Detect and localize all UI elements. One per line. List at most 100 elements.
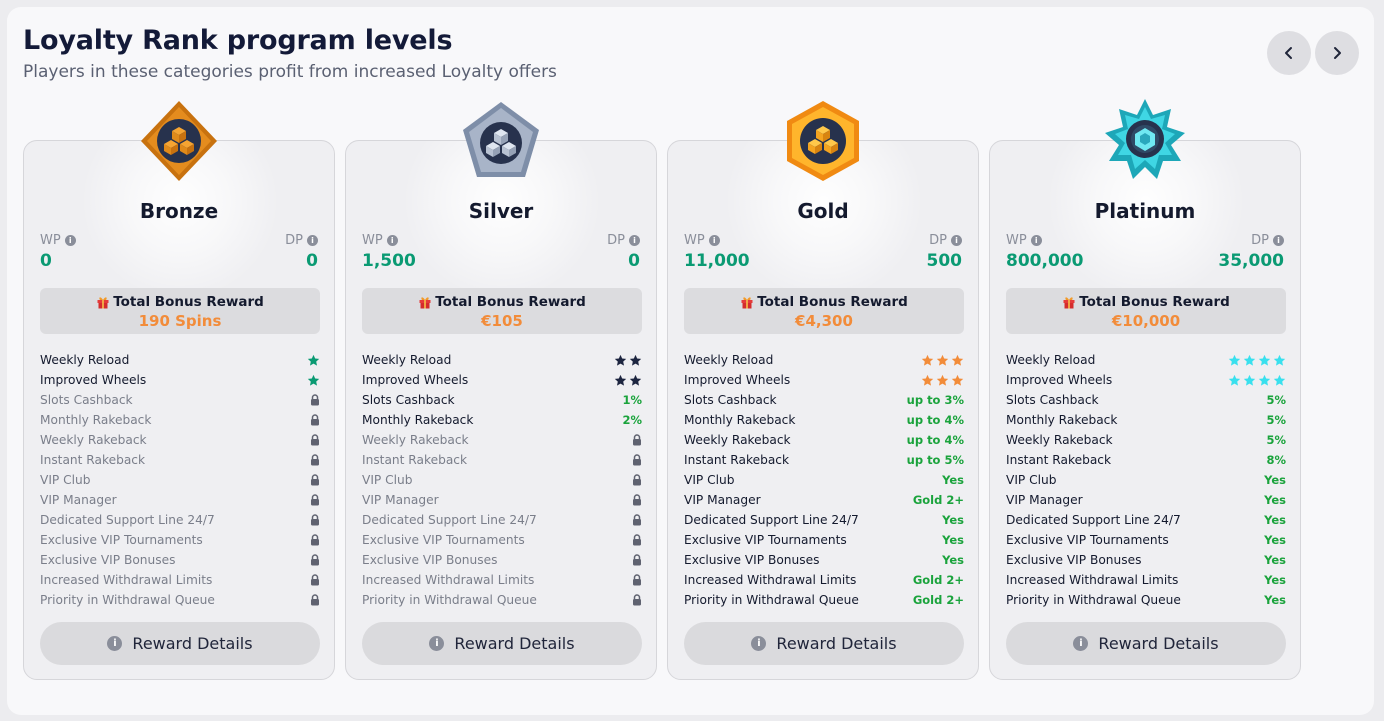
- feature-list: Weekly Reload Improved Wheels Slots Cash…: [684, 350, 964, 610]
- feature-value-cell: Yes: [1264, 513, 1286, 527]
- info-icon[interactable]: i: [1030, 235, 1042, 246]
- feature-row: Monthly Rakeback 5%: [1006, 410, 1286, 430]
- info-icon[interactable]: i: [1273, 235, 1284, 246]
- feature-value-cell: [310, 454, 320, 466]
- feature-row: Slots Cashback: [40, 390, 320, 410]
- feature-value-cell: [310, 434, 320, 446]
- reward-details-button[interactable]: i Reward Details: [40, 622, 320, 665]
- feature-value: 5%: [1266, 433, 1286, 447]
- star-icon: [1228, 354, 1241, 367]
- feature-row: Increased Withdrawal Limits: [362, 570, 642, 590]
- info-icon[interactable]: i: [64, 235, 76, 246]
- feature-row: Increased Withdrawal Limits Gold 2+: [684, 570, 964, 590]
- feature-row: Dedicated Support Line 24/7: [362, 510, 642, 530]
- feature-row: Exclusive VIP Bonuses: [40, 550, 320, 570]
- total-bonus-box: Total Bonus Reward €105: [362, 288, 642, 334]
- feature-value-cell: Gold 2+: [913, 573, 964, 587]
- lock-icon: [310, 554, 320, 566]
- feature-row: VIP Manager: [40, 490, 320, 510]
- feature-value-cell: Yes: [1264, 473, 1286, 487]
- feature-name: Slots Cashback: [1006, 393, 1099, 407]
- info-icon[interactable]: i: [708, 235, 720, 246]
- page-title: Loyalty Rank program levels: [23, 25, 453, 56]
- feature-value-cell: [614, 354, 642, 367]
- lock-icon: [310, 474, 320, 486]
- feature-row: Monthly Rakeback up to 4%: [684, 410, 964, 430]
- feature-value: 5%: [1266, 393, 1286, 407]
- wp-label-text: WP: [684, 233, 705, 248]
- total-bonus-label: Total Bonus Reward: [757, 294, 908, 310]
- feature-name: Exclusive VIP Tournaments: [1006, 533, 1169, 547]
- dp-value: 0: [628, 251, 640, 271]
- reward-details-label: Reward Details: [1098, 634, 1219, 653]
- reward-details-button[interactable]: i Reward Details: [1006, 622, 1286, 665]
- feature-value-cell: Yes: [942, 473, 964, 487]
- reward-details-button[interactable]: i Reward Details: [684, 622, 964, 665]
- feature-value-cell: up to 4%: [907, 413, 964, 427]
- feature-value-cell: [632, 554, 642, 566]
- star-icon: [614, 354, 627, 367]
- feature-value: Yes: [1264, 573, 1286, 587]
- feature-value-cell: 8%: [1266, 453, 1286, 467]
- feature-value-cell: [632, 494, 642, 506]
- feature-row: Increased Withdrawal Limits: [40, 570, 320, 590]
- chevron-right-icon: [1334, 47, 1341, 59]
- feature-value: Yes: [1264, 513, 1286, 527]
- silver-pentagon-badge-icon: [461, 99, 541, 183]
- rank-name: Platinum: [1094, 199, 1196, 223]
- feature-row: VIP Manager: [362, 490, 642, 510]
- feature-value: Yes: [942, 553, 964, 567]
- feature-row: Exclusive VIP Tournaments Yes: [684, 530, 964, 550]
- gift-icon: [1062, 295, 1076, 309]
- feature-row: Slots Cashback 1%: [362, 390, 642, 410]
- rank-name: Gold: [797, 199, 849, 223]
- lock-icon: [632, 454, 642, 466]
- feature-row: Dedicated Support Line 24/7 Yes: [1006, 510, 1286, 530]
- star-icon: [307, 374, 320, 387]
- feature-value-cell: [632, 454, 642, 466]
- next-button[interactable]: [1315, 31, 1359, 75]
- rank-name: Silver: [468, 199, 534, 223]
- total-bonus-value: €10,000: [1111, 312, 1181, 330]
- feature-value: 5%: [1266, 413, 1286, 427]
- total-bonus-value: €105: [481, 312, 523, 330]
- feature-name: Instant Rakeback: [684, 453, 790, 467]
- feature-row: Instant Rakeback up to 5%: [684, 450, 964, 470]
- feature-value-cell: [1228, 354, 1286, 367]
- info-icon[interactable]: i: [951, 235, 962, 246]
- info-icon[interactable]: i: [629, 235, 640, 246]
- reward-details-button[interactable]: i Reward Details: [362, 622, 642, 665]
- star-icon: [629, 354, 642, 367]
- info-icon[interactable]: i: [386, 235, 398, 246]
- gold-hexagon-badge-icon: [783, 99, 863, 183]
- feature-list: Weekly Reload Improved Wheels Slots Cash…: [40, 350, 320, 610]
- info-icon[interactable]: i: [307, 235, 318, 246]
- platinum-star-badge-icon: [1105, 99, 1185, 183]
- dp-label-text: DP: [607, 233, 625, 248]
- feature-name: Slots Cashback: [362, 393, 455, 407]
- lock-icon: [632, 574, 642, 586]
- loyalty-panel: Loyalty Rank program levels Players in t…: [7, 7, 1374, 715]
- total-bonus-title: Total Bonus Reward: [362, 294, 642, 310]
- feature-name: Priority in Withdrawal Queue: [1006, 593, 1181, 607]
- feature-name: VIP Club: [362, 473, 413, 487]
- dp-value: 0: [306, 251, 318, 271]
- feature-value-cell: 5%: [1266, 413, 1286, 427]
- star-icon: [936, 354, 949, 367]
- feature-row: Dedicated Support Line 24/7: [40, 510, 320, 530]
- previous-button[interactable]: [1267, 31, 1311, 75]
- feature-name: Instant Rakeback: [1006, 453, 1112, 467]
- rank-card-bronze: Bronze WP i DP i 0 0 Total Bonus Reward …: [23, 140, 335, 680]
- dp-label: DP i: [607, 233, 640, 248]
- feature-value: Yes: [1264, 533, 1286, 547]
- feature-value-cell: Yes: [942, 513, 964, 527]
- feature-name: Dedicated Support Line 24/7: [684, 513, 859, 527]
- feature-value-cell: [1228, 374, 1286, 387]
- feature-row: Monthly Rakeback 2%: [362, 410, 642, 430]
- feature-value-cell: Gold 2+: [913, 493, 964, 507]
- lock-icon: [632, 554, 642, 566]
- lock-icon: [632, 534, 642, 546]
- info-icon: i: [751, 636, 767, 651]
- lock-icon: [632, 434, 642, 446]
- feature-row: Weekly Reload: [1006, 350, 1286, 370]
